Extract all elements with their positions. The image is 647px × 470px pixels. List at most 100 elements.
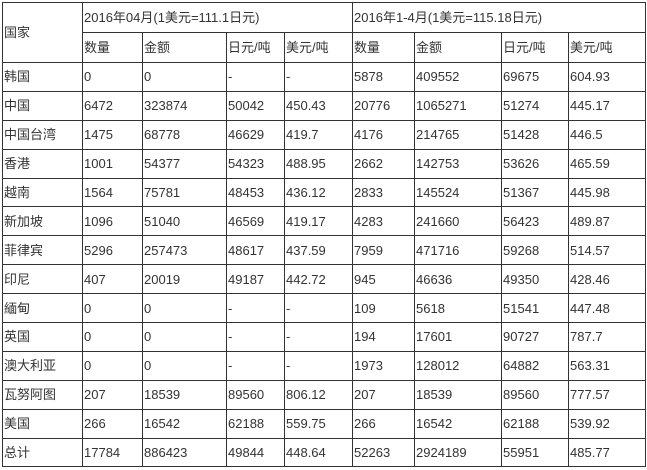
value-cell: 2662	[352, 148, 416, 179]
value-cell: 1065271	[414, 90, 503, 121]
value-cell: 1973	[352, 350, 416, 381]
value-cell: 62188	[226, 408, 285, 439]
value-cell: 62188	[501, 408, 570, 439]
value-cell: 207	[352, 379, 416, 410]
value-cell: 75781	[142, 177, 227, 208]
sub-header-usd-per-ton: 美元/吨	[283, 32, 354, 63]
value-cell: 0	[142, 322, 227, 352]
value-cell: 777.57	[568, 379, 647, 410]
table-row: 中国台湾 1475 68778 46629 419.7 4176 214765 51428 44…	[2, 119, 647, 150]
sub-header-amount: 金额	[142, 32, 227, 63]
country-cell: 香港	[2, 148, 83, 179]
value-cell: 128012	[414, 350, 503, 381]
value-cell: 46636	[414, 264, 503, 295]
value-cell: 194	[352, 322, 416, 352]
value-cell: 109	[352, 293, 416, 324]
value-cell: 89560	[501, 379, 570, 410]
value-cell: 806.12	[283, 379, 354, 410]
value-cell: 46569	[226, 206, 285, 237]
value-cell: 2833	[352, 177, 416, 208]
value-cell: 323874	[142, 90, 227, 121]
value-cell: -	[226, 322, 285, 352]
value-cell: 0	[142, 62, 227, 92]
value-cell: 419.17	[283, 206, 354, 237]
country-cell: 越南	[2, 177, 83, 208]
value-cell: 448.64	[283, 437, 354, 468]
value-cell: 5296	[82, 235, 143, 266]
value-cell: 6472	[82, 90, 143, 121]
table-row: 新加坡 1096 51040 46569 419.17 4283 241660 56423 48…	[2, 206, 647, 237]
country-cell: 英国	[2, 322, 83, 352]
table-row: 总计 17784 886423 49844 448.64 52263 2924189 5595…	[2, 437, 647, 468]
value-cell: -	[283, 293, 354, 324]
table-row: 英国 0 0- -194 17601 90727 787.7	[2, 322, 647, 352]
value-cell: 488.95	[283, 148, 354, 179]
value-cell: 51428	[501, 119, 570, 150]
table-row: 越南 1564 75781 48453 436.12 2833 145524 51367 445…	[2, 177, 647, 208]
value-cell: 266	[82, 408, 143, 439]
value-cell: 68778	[142, 119, 227, 150]
value-cell: 0	[82, 293, 143, 324]
table-row: 香港 1001 54377 54323 488.95 2662 142753 53626 465…	[2, 148, 647, 179]
value-cell: 214765	[414, 119, 503, 150]
value-cell: 89560	[226, 379, 285, 410]
value-cell: 419.7	[283, 119, 354, 150]
value-cell: 407	[82, 264, 143, 295]
sub-header-usd-per-ton: 美元/吨	[568, 32, 647, 63]
sub-header-quantity: 数量	[352, 32, 416, 63]
value-cell: 539.92	[568, 408, 647, 439]
value-cell: 207	[82, 379, 143, 410]
value-cell: 445.98	[568, 177, 647, 208]
country-cell: 总计	[2, 437, 83, 468]
value-cell: 266	[352, 408, 416, 439]
value-cell: 241660	[414, 206, 503, 237]
group-header-april: 2016年04月(1美元=111.1日元)	[81, 2, 354, 33]
country-cell: 緬甸	[2, 293, 83, 324]
sub-header-quantity: 数量	[82, 32, 143, 63]
value-cell: 59268	[501, 235, 570, 266]
value-cell: 51274	[501, 90, 570, 121]
table-row: 澳大利亚 0 0- -1973 128012 64882 563.31	[2, 350, 647, 381]
value-cell: 54377	[142, 148, 227, 179]
value-cell: 514.57	[568, 235, 647, 266]
value-cell: 48617	[226, 235, 285, 266]
country-cell: 菲律宾	[2, 235, 83, 266]
country-cell: 韩国	[2, 62, 83, 92]
value-cell: 16542	[414, 408, 503, 439]
value-cell: 20019	[142, 264, 227, 295]
table-row: 美国 266 16542 62188 559.75 266 16542 62188 539.92	[2, 408, 647, 439]
value-cell: 53626	[501, 148, 570, 179]
country-cell: 美国	[2, 408, 83, 439]
value-cell: 51541	[501, 293, 570, 324]
sub-header-yen-per-ton: 日元/吨	[226, 32, 285, 63]
value-cell: 0	[82, 322, 143, 352]
value-cell: 450.43	[283, 90, 354, 121]
value-cell: 489.87	[568, 206, 647, 237]
table-row: 印尼 407 20019 49187 442.72 945 46636 49350 428.46	[2, 264, 647, 295]
value-cell: 604.93	[568, 62, 647, 92]
value-cell: -	[226, 350, 285, 381]
value-cell: 4176	[352, 119, 416, 150]
value-cell: 46629	[226, 119, 285, 150]
value-cell: 1001	[82, 148, 143, 179]
value-cell: 257473	[142, 235, 227, 266]
value-cell: 56423	[501, 206, 570, 237]
country-cell: 中国	[2, 90, 83, 121]
country-header: 国家	[2, 2, 83, 63]
value-cell: 69675	[501, 62, 570, 92]
value-cell: 2924189	[414, 437, 503, 468]
value-cell: 145524	[414, 177, 503, 208]
header-row-2: 数量 金额 日元/吨 美元/吨 数量 金额 日元/吨 美元/吨	[3, 32, 647, 63]
value-cell: 409552	[414, 62, 503, 92]
value-cell: 49187	[226, 264, 285, 295]
value-cell: 0	[82, 62, 143, 92]
value-cell: 1096	[82, 206, 143, 237]
value-cell: -	[283, 350, 354, 381]
value-cell: 4283	[352, 206, 416, 237]
table-row: 緬甸 0 0- -109 5618 51541 447.48	[2, 293, 647, 324]
sub-header-amount: 金额	[414, 32, 503, 63]
value-cell: 1564	[82, 177, 143, 208]
value-cell: 563.31	[568, 350, 647, 381]
value-cell: 5618	[414, 293, 503, 324]
